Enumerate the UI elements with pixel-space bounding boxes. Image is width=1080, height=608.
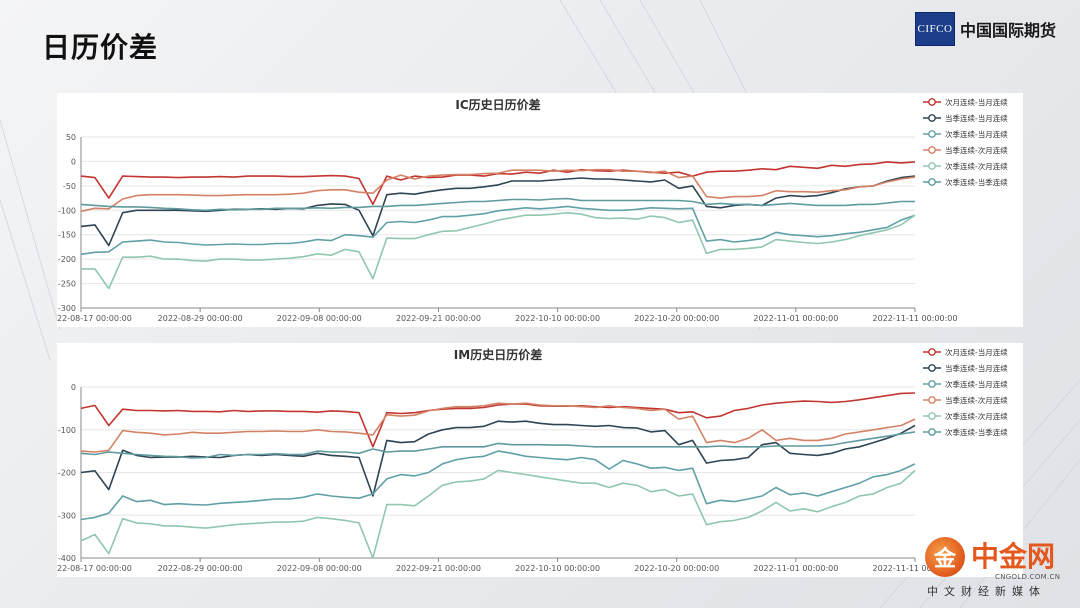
series-line <box>81 211 916 290</box>
series-line <box>80 197 915 212</box>
x-tick-label: 2022-11-01 00:00:00 <box>753 314 838 323</box>
legend-marker-icon <box>928 130 936 138</box>
x-tick-label: 2022-10-20 00:00:00 <box>634 564 719 573</box>
legend-marker-icon <box>928 428 936 436</box>
series-line <box>80 175 916 247</box>
company-logo: CIFCO 中国国际期货 <box>915 12 1056 46</box>
legend-label: 次季连续-次月连续 <box>945 161 1008 171</box>
watermark: 金 中金网 CNGOLD.COM.CN 中文财经新媒体 <box>925 535 1075 605</box>
x-tick-label: 2022-11-01 00:00:00 <box>753 564 838 573</box>
x-tick-label: 2022-08-29 00:00:00 <box>158 564 243 573</box>
legend-marker-icon <box>928 146 936 154</box>
legend-label: 次季连续-当月连续 <box>945 129 1008 139</box>
series-line <box>80 450 916 521</box>
y-tick-label: -100 <box>58 426 76 435</box>
logo-name: 中国国际期货 <box>960 21 1057 40</box>
legend-marker-icon <box>928 396 936 404</box>
y-tick-label: 0 <box>71 157 76 166</box>
legend-item[interactable]: 当季连续-次月连续 <box>923 145 1008 155</box>
im-chart-panel: IM历史日历价差 0 -100 -200 -300 -400 22-08-17 00:00:… <box>57 343 1023 577</box>
legend-marker-icon <box>928 412 936 420</box>
legend-label: 次季连续-次月连续 <box>945 411 1008 421</box>
legend-item[interactable]: 次月连续-当月连续 <box>923 347 1008 357</box>
legend-item[interactable]: 次季连续-次月连续 <box>923 411 1008 421</box>
series-line <box>80 168 916 213</box>
x-tick-label: 2022-11-11 00:00:00 <box>873 564 958 573</box>
legend-marker-icon <box>928 114 936 122</box>
y-tick-label: -300 <box>58 511 76 520</box>
legend-item[interactable]: 当季连续-当月连续 <box>923 363 1008 373</box>
legend-marker-icon <box>928 380 936 388</box>
legend-marker-icon <box>928 178 936 186</box>
chart-title: IC历史日历价差 <box>455 97 540 112</box>
x-tick-label: 2022-09-21 00:00:00 <box>396 564 481 573</box>
legend-marker-icon <box>928 162 936 170</box>
legend-label: 次月连续-当月连续 <box>945 97 1008 107</box>
legend-label: 次月连续-当月连续 <box>945 347 1008 357</box>
legend-marker-icon <box>928 98 936 106</box>
watermark-subtitle: 中文财经新媒体 <box>927 585 1046 598</box>
legend-label: 当季连续-当月连续 <box>945 113 1008 123</box>
chart-title: IM历史日历价差 <box>454 347 542 362</box>
y-tick-label: 50 <box>66 133 76 142</box>
x-tick-label: 2022-10-10 00:00:00 <box>515 314 600 323</box>
y-tick-label: 0 <box>71 383 76 392</box>
legend-label: 当季连续-当月连续 <box>945 363 1008 373</box>
watermark-name: 中金网 <box>971 540 1056 573</box>
series-line <box>80 469 916 559</box>
legend-label: 当季连续-次月连续 <box>945 395 1008 405</box>
legend-item[interactable]: 次季连续-当月连续 <box>923 379 1008 389</box>
ic-calendar-spread-chart: IC历史日历价差 50 0 -50 -100 -150 -200 -250 -30022-08-… <box>57 97 1008 323</box>
watermark-url: CNGOLD.COM.CN <box>995 573 1061 581</box>
x-tick-label: 2022-09-08 00:00:00 <box>277 314 362 323</box>
legend-item[interactable]: 当季连续-当月连续 <box>923 113 1008 123</box>
x-tick-label: 2022-08-29 00:00:00 <box>158 314 243 323</box>
y-tick-label: -50 <box>63 182 76 191</box>
legend-label: 次季连续-当季连续 <box>945 427 1008 437</box>
legend-item[interactable]: 次季连续-次月连续 <box>923 161 1008 171</box>
x-tick-label: 22-08-17 00:00:00 <box>57 564 132 573</box>
legend-item[interactable]: 当季连续-次月连续 <box>923 395 1008 405</box>
series-line <box>80 402 916 453</box>
series-line <box>80 420 916 497</box>
legend-marker-icon <box>928 348 936 356</box>
x-tick-label: 22-08-17 00:00:00 <box>57 314 132 323</box>
watermark-logo-icon: 金 <box>925 537 965 577</box>
x-tick-label: 2022-11-11 00:00:00 <box>873 314 958 323</box>
legend-label: 当季连续-次月连续 <box>945 145 1008 155</box>
y-tick-label: -200 <box>58 469 76 478</box>
x-tick-label: 2022-09-08 00:00:00 <box>277 564 362 573</box>
y-tick-label: -300 <box>58 304 76 313</box>
x-tick-label: 2022-10-20 00:00:00 <box>634 314 719 323</box>
y-tick-label: -100 <box>58 206 76 215</box>
legend-item[interactable]: 次季连续-当季连续 <box>923 177 1008 187</box>
series-line <box>80 161 916 206</box>
y-tick-label: -250 <box>58 280 76 289</box>
legend-marker-icon <box>928 364 936 372</box>
legend-item[interactable]: 次季连续-当月连续 <box>923 129 1008 139</box>
series-line <box>80 205 916 256</box>
x-tick-label: 2022-09-21 00:00:00 <box>396 314 481 323</box>
legend-label: 次季连续-当月连续 <box>945 379 1008 389</box>
series-line <box>80 431 916 459</box>
logo-mark: CIFCO <box>915 12 955 46</box>
y-tick-label: -200 <box>58 255 76 264</box>
y-tick-label: -150 <box>58 231 76 240</box>
ic-chart-panel: IC历史日历价差 50 0 -50 -100 -150 -200 -250 -300 22-08-… <box>57 93 1023 327</box>
page-title: 日历价差 <box>42 31 159 64</box>
legend-item[interactable]: 次月连续-当月连续 <box>923 97 1008 107</box>
legend-label: 次季连续-当季连续 <box>945 177 1008 187</box>
y-tick-label: -400 <box>58 554 76 563</box>
series-line <box>80 392 916 448</box>
x-tick-label: 2022-10-10 00:00:00 <box>515 564 600 573</box>
legend-item[interactable]: 次季连续-当季连续 <box>923 427 1008 437</box>
